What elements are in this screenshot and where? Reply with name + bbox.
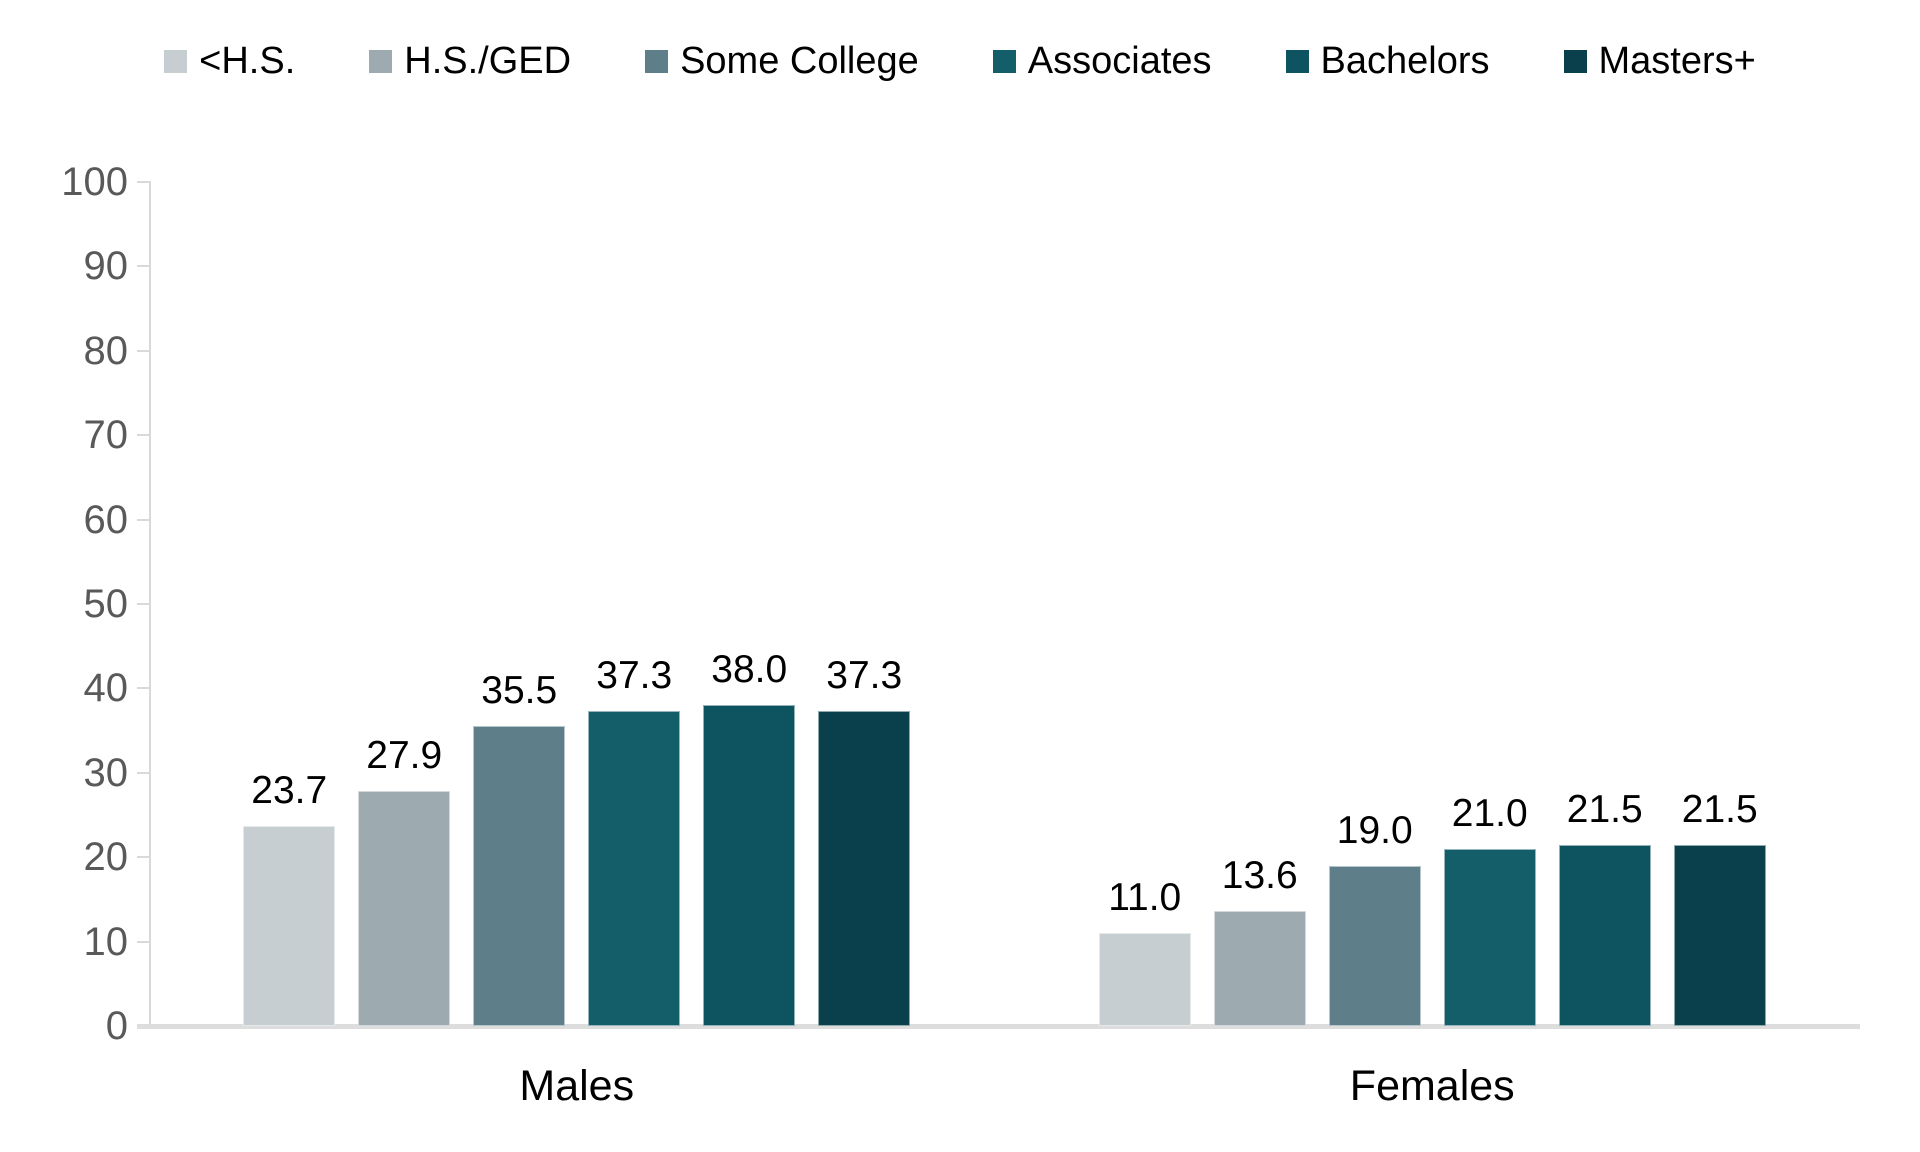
bar-value-label: 38.0 (711, 648, 788, 692)
y-tick-label-10: 10 (83, 919, 129, 964)
legend-item--h-s-: <H.S. (164, 38, 295, 84)
legend-item-h-s-ged: H.S./GED (369, 38, 571, 84)
y-tick-label-40: 40 (83, 666, 129, 711)
bar-males--h-s- (243, 825, 336, 1026)
legend-label: H.S./GED (404, 40, 572, 82)
bar-males-h-s-ged (358, 790, 451, 1026)
y-tick-label-70: 70 (83, 413, 129, 458)
y-tick-label-0: 0 (105, 1004, 128, 1048)
y-tick-label-30: 30 (83, 750, 129, 795)
bar-value-label: 21.0 (1451, 791, 1528, 835)
bar-value-label: 21.5 (1681, 787, 1758, 831)
y-tick-label-60: 60 (83, 497, 129, 542)
bar-females-h-s-ged (1213, 911, 1306, 1026)
x-axis-line (137, 1024, 1860, 1029)
legend-item-bachelors: Bachelors (1285, 38, 1490, 84)
bar-females-bachelors (1558, 844, 1651, 1026)
y-tick-label-20: 20 (83, 835, 129, 880)
bar-value-label: 11.0 (1108, 876, 1182, 920)
y-tick-mark (137, 771, 151, 774)
legend-item-associates: Associates (992, 38, 1212, 84)
legend-swatch-icon (164, 49, 188, 73)
legend-label: Some College (680, 40, 919, 82)
bar-females-associates (1443, 848, 1536, 1026)
y-tick-mark (137, 265, 151, 268)
legend-swatch-icon (645, 49, 669, 73)
bar-females--h-s- (1098, 933, 1191, 1026)
legend-label: Bachelors (1320, 40, 1490, 82)
y-tick-mark (137, 856, 151, 859)
legend-item-some-college: Some College (645, 38, 919, 84)
y-axis-line (149, 182, 151, 1027)
y-tick-label-50: 50 (83, 582, 129, 626)
y-tick-mark (137, 940, 151, 943)
bar-value-label: 37.3 (826, 654, 903, 698)
bar-value-label: 37.3 (596, 654, 673, 698)
legend-label: <H.S. (199, 40, 296, 82)
y-tick-mark (137, 434, 151, 437)
bar-value-label: 19.0 (1336, 808, 1413, 852)
bar-males-some-college (473, 726, 566, 1026)
y-tick-label-80: 80 (83, 328, 129, 373)
bar-value-label: 35.5 (481, 669, 558, 713)
y-tick-label-90: 90 (83, 244, 129, 289)
bar-value-label: 13.6 (1221, 854, 1298, 898)
bar-males-masters- (818, 711, 911, 1026)
bar-value-label: 27.9 (366, 733, 443, 777)
legend-swatch-icon (992, 49, 1016, 73)
y-tick-label-100: 100 (61, 160, 128, 204)
y-tick-mark (137, 181, 151, 183)
legend-swatch-icon (1285, 49, 1309, 73)
bar-females-masters- (1673, 844, 1766, 1026)
legend-item-masters-: Masters+ (1563, 38, 1756, 84)
y-tick-mark (137, 518, 151, 521)
y-tick-mark (137, 603, 151, 605)
bar-value-label: 23.7 (251, 768, 328, 812)
chart-legend: <H.S. H.S./GED Some College Associates Bache… (0, 38, 1920, 84)
bar-females-some-college (1328, 865, 1421, 1026)
y-tick-mark (137, 349, 151, 352)
category-label-males: Males (519, 1062, 635, 1110)
legend-label: Masters+ (1598, 40, 1756, 82)
bar-value-label: 21.5 (1566, 787, 1643, 831)
legend-swatch-icon (369, 49, 393, 73)
category-label-females: Females (1349, 1062, 1515, 1110)
bar-males-bachelors (703, 705, 796, 1026)
legend-label: Associates (1027, 40, 1212, 82)
legend-swatch-icon (1563, 49, 1587, 73)
y-tick-mark (137, 687, 151, 690)
bar-males-associates (588, 711, 681, 1026)
